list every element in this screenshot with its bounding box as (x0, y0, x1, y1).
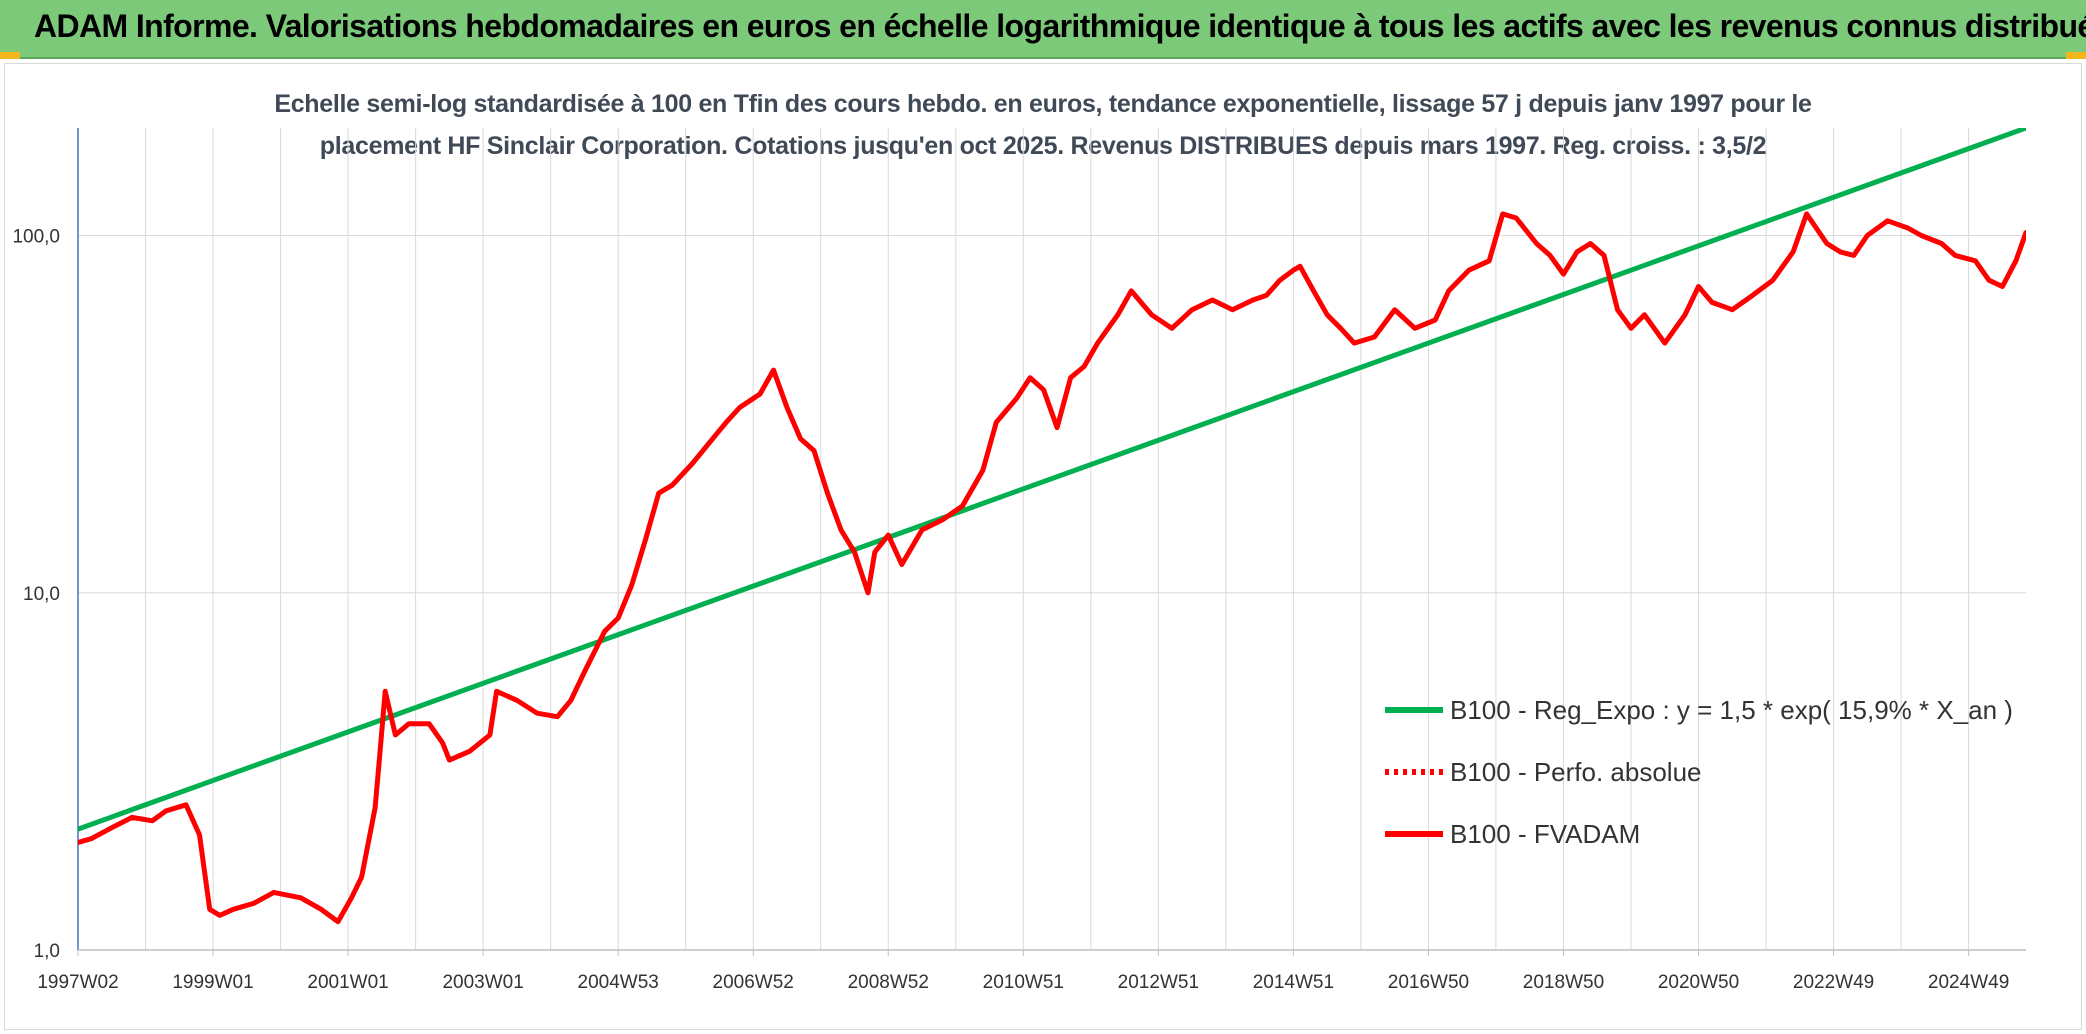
fvadam-line (78, 211, 2026, 925)
x-tick-label: 2024W49 (1928, 972, 2009, 993)
axes (77, 128, 2026, 956)
chart-frame (0, 59, 2086, 1034)
legend-entry-regression-label: B100 - Reg_Expo : y = 1,5 * exp( 15,9% *… (1450, 695, 2013, 725)
x-tick-label: 2004W53 (578, 972, 659, 993)
x-tick-label: 1997W02 (37, 972, 118, 993)
x-tick-label: 2001W01 (307, 972, 388, 993)
x-tick-label: 2022W49 (1793, 972, 1874, 993)
x-tick-label: 2016W50 (1388, 972, 1469, 993)
x-tick-label: 2018W50 (1523, 972, 1604, 993)
chart-subtitle-line2: placement HF Sinclair Corporation. Cotat… (319, 132, 1767, 160)
y-tick-label: 10,0 (23, 584, 60, 605)
x-tick-label: 2006W52 (713, 972, 794, 993)
x-tick-label: 2020W50 (1658, 972, 1739, 993)
chart-legend: B100 - Reg_Expo : y = 1,5 * exp( 15,9% *… (1385, 695, 2013, 849)
legend-entry-absolute-performance-label: B100 - Perfo. absolue (1450, 757, 1702, 787)
report-title: ADAM Informe. Valorisations hebdomadaire… (34, 8, 2086, 44)
chart-subtitle-line1: Echelle semi-log standardisée à 100 en T… (274, 90, 1812, 118)
y-tick-label: 1,0 (34, 941, 60, 962)
x-tick-label: 2012W51 (1118, 972, 1199, 993)
x-tick-label: 2008W52 (848, 972, 929, 993)
series-lines (78, 128, 2026, 925)
x-tick-label: 2010W51 (983, 972, 1064, 993)
report-banner: ADAM Informe. Valorisations hebdomadaire… (0, 0, 2086, 59)
tick-labels: 1,0 10,0 100,0 1997W02 1999W01 2001W01 2003W01… (12, 227, 2009, 993)
x-tick-label: 1999W01 (172, 972, 253, 993)
legend-entry-fvadam-label: B100 - FVADAM (1450, 819, 1640, 849)
x-tick-label: 2014W51 (1253, 972, 1334, 993)
regression-line (78, 128, 2026, 832)
x-tick-label: 2003W01 (442, 972, 523, 993)
y-tick-label: 100,0 (12, 227, 60, 248)
